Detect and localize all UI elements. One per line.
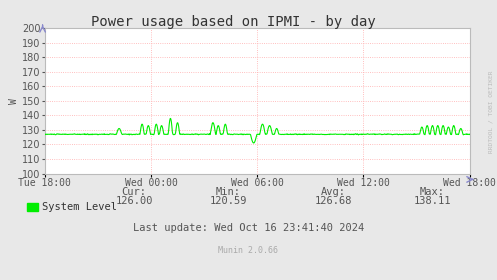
Text: Min:: Min:	[216, 186, 241, 197]
Text: Last update: Wed Oct 16 23:41:40 2024: Last update: Wed Oct 16 23:41:40 2024	[133, 223, 364, 233]
Text: Avg:: Avg:	[321, 186, 345, 197]
Text: RRDTOOL / TOBI OETIKER: RRDTOOL / TOBI OETIKER	[489, 71, 494, 153]
Text: Cur:: Cur:	[122, 186, 147, 197]
Text: Munin 2.0.66: Munin 2.0.66	[219, 246, 278, 255]
Text: Power usage based on IPMI - by day: Power usage based on IPMI - by day	[91, 15, 376, 29]
Text: System Level: System Level	[42, 202, 117, 212]
Text: 126.68: 126.68	[314, 196, 352, 206]
Text: 138.11: 138.11	[414, 196, 451, 206]
Text: 126.00: 126.00	[115, 196, 153, 206]
Text: 120.59: 120.59	[210, 196, 248, 206]
Text: Max:: Max:	[420, 186, 445, 197]
Y-axis label: W: W	[9, 98, 19, 104]
